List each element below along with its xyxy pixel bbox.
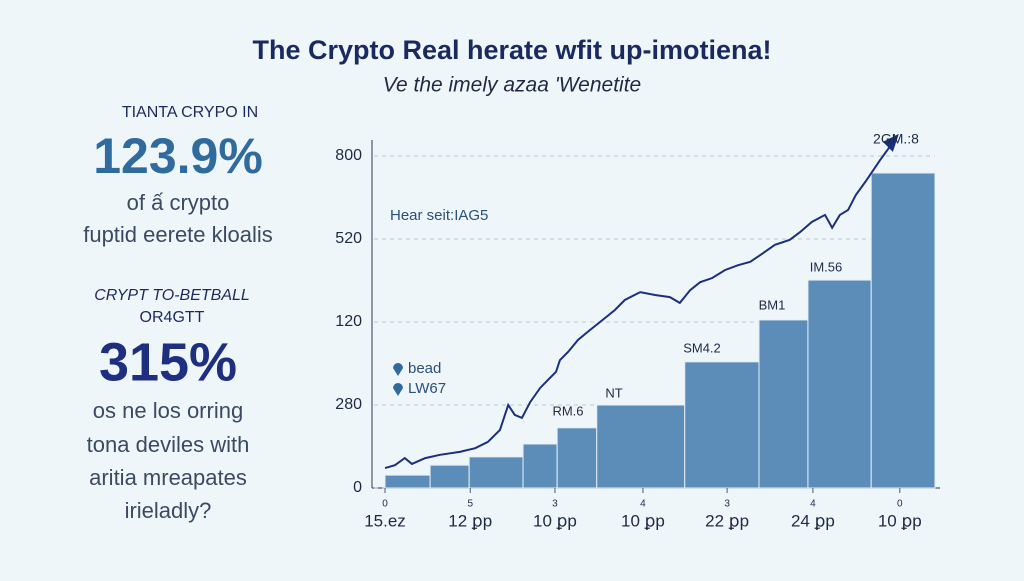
x-tick-sublabel: 4 <box>810 499 816 510</box>
x-tick-label: 12 ꝑp <box>448 511 492 530</box>
stat-heading: OR4GTT <box>140 309 205 326</box>
y-tick-label: 120 <box>335 313 362 330</box>
stat-text: fuptid eerete kloalis <box>83 222 273 247</box>
x-tick-sublabel: 0 <box>897 499 903 510</box>
annotation: BM1 <box>759 297 786 312</box>
y-tick-label: 800 <box>335 147 362 164</box>
x-tick-sublabel: 3 <box>724 499 730 510</box>
subtitle: Ve the imely azaa 'Wenetite <box>383 74 641 97</box>
step-bar <box>522 443 558 489</box>
step-bar <box>758 319 809 489</box>
title: The Crypto Real herate wfit up-imotiena! <box>252 35 771 65</box>
annotation: SM4.2 <box>683 340 721 355</box>
stat-heading: TIANTA CRYPO IN <box>122 104 258 121</box>
stat-value: 123.9% <box>93 128 263 184</box>
stat-text: irieladly? <box>125 498 212 523</box>
x-tick-sublabel: 0 <box>382 499 388 510</box>
legend-marker <box>393 383 403 396</box>
y-tick-label: 520 <box>335 230 362 247</box>
step-bar <box>556 427 598 489</box>
legend-label: LW67 <box>408 380 446 397</box>
step-bar <box>870 172 936 489</box>
x-tick-label: 22 ꝑp <box>705 511 749 530</box>
annotation: Hear seit:IAG5 <box>390 207 488 224</box>
step-bar <box>468 456 524 489</box>
stat-value: 315% <box>99 332 237 392</box>
legend-label: bead <box>408 360 441 377</box>
step-bar <box>429 464 470 489</box>
x-tick-sublabel: 3 <box>552 499 558 510</box>
x-tick-label: 10 ꝑp <box>621 511 665 530</box>
annotation: IM.56 <box>810 259 843 274</box>
x-tick-label: 10 ꝑp <box>878 511 922 530</box>
step-bar <box>807 279 872 489</box>
y-tick-label: 0 <box>353 479 362 496</box>
step-bar <box>384 474 431 489</box>
line-series <box>384 139 896 470</box>
step-bar <box>596 404 686 489</box>
stat-text: aritia mreapates <box>89 465 247 490</box>
stat-text: tona deviles with <box>87 432 250 457</box>
annotation: 2GM.:8 <box>873 131 919 147</box>
arrow-head <box>882 133 899 152</box>
annotation: NT <box>605 385 622 400</box>
annotation: RM.6 <box>552 403 583 418</box>
stat-text: of ấ crypto <box>127 190 230 215</box>
x-tick-label: 15.ez <box>364 511 406 530</box>
stat-heading: CRYPT TO-BETBALL <box>94 287 250 304</box>
x-tick-label: 24 ꝑp <box>791 511 835 530</box>
legend-marker <box>393 363 403 376</box>
x-tick-label: 10 ꝑp <box>533 511 577 530</box>
x-tick-sublabel: 5 <box>467 499 473 510</box>
step-bar <box>684 361 760 489</box>
stat-text: os ne los orring <box>93 398 243 423</box>
x-tick-sublabel: 4 <box>640 499 646 510</box>
y-tick-label: 280 <box>335 396 362 413</box>
